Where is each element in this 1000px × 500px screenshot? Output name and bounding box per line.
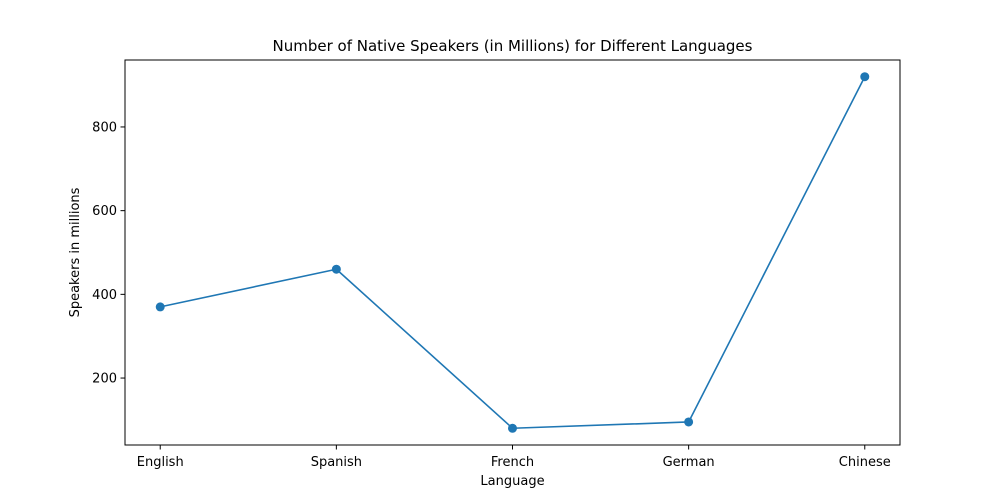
series-line bbox=[160, 76, 866, 430]
y-tick-label: 800 bbox=[92, 120, 117, 135]
data-point-chinese bbox=[860, 72, 870, 82]
data-point-english bbox=[155, 302, 165, 312]
x-tick-label: French bbox=[491, 455, 534, 470]
data-point-spanish bbox=[331, 264, 341, 274]
x-tick-label: Chinese bbox=[839, 455, 891, 470]
y-tick-label: 400 bbox=[92, 288, 117, 303]
x-tick-label: German bbox=[663, 455, 715, 470]
chart-title: Number of Native Speakers (in Millions) … bbox=[273, 37, 753, 55]
data-point-french bbox=[508, 423, 517, 433]
y-axis-label: Speakers in millions bbox=[68, 187, 83, 317]
plot-frame bbox=[124, 59, 901, 446]
x-axis-label: Language bbox=[480, 474, 544, 489]
data-point-german bbox=[684, 417, 694, 427]
x-tick-label: English bbox=[137, 455, 184, 470]
y-tick-label: 200 bbox=[92, 372, 117, 387]
x-tick-label: Spanish bbox=[311, 455, 362, 470]
y-tick-label: 600 bbox=[92, 204, 117, 219]
